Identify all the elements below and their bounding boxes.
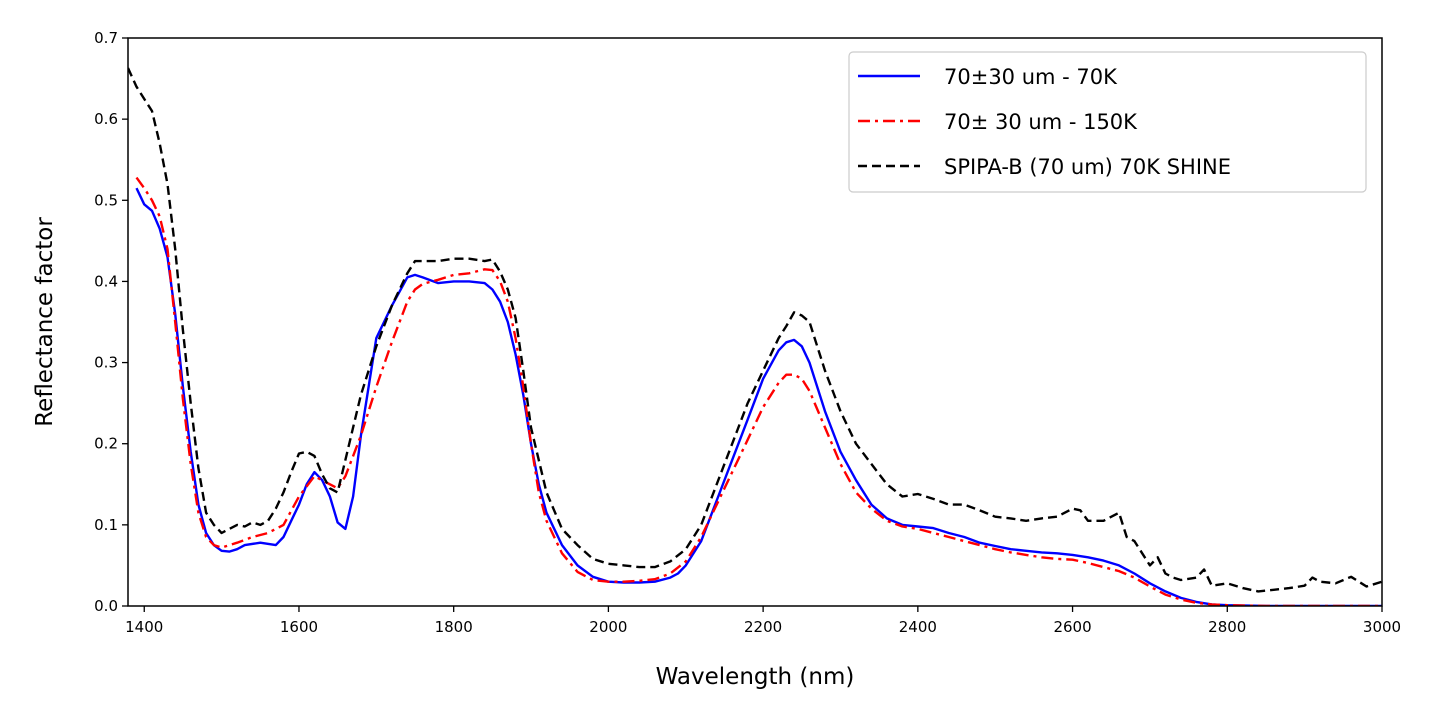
y-tick-label: 0.6: [94, 110, 118, 128]
x-tick-label: 1600: [280, 618, 318, 636]
x-tick-label: 1800: [435, 618, 473, 636]
series-line-1: [135, 187, 1382, 606]
x-tick-label: 3000: [1363, 618, 1401, 636]
legend-label-2: 70± 30 um - 150K: [944, 110, 1138, 134]
x-tick-label: 2600: [1053, 618, 1091, 636]
y-axis-label: Reflectance factor: [32, 217, 58, 427]
y-tick-label: 0.7: [94, 29, 118, 47]
legend-label-3: SPIPA-B (70 um) 70K SHINE: [944, 155, 1231, 179]
y-tick-label: 0.0: [94, 597, 118, 615]
legend: 70±30 um - 70K 70± 30 um - 150K SPIPA-B (7…: [848, 51, 1367, 193]
plot-frame: [127, 37, 1383, 607]
x-tick-label: 2200: [744, 618, 782, 636]
x-tick-label: 2400: [899, 618, 937, 636]
y-tick-label: 0.5: [94, 191, 118, 209]
x-tick-label: 1400: [125, 618, 163, 636]
series-line-3: [128, 67, 1382, 593]
series-lines: [128, 67, 1382, 606]
x-axis-label: Wavelength (nm): [656, 664, 855, 690]
y-tick-label: 0.2: [94, 435, 118, 453]
x-tick-label: 2800: [1208, 618, 1246, 636]
x-axis-ticks: 1400 1600 1800 2000 2200 2400 2600 2800 3000: [125, 606, 1401, 636]
y-tick-label: 0.4: [94, 272, 118, 290]
y-tick-label: 0.1: [94, 516, 118, 534]
x-tick-label: 2000: [589, 618, 627, 636]
legend-label-1: 70±30 um - 70K: [944, 65, 1118, 89]
y-tick-label: 0.3: [94, 354, 118, 372]
legend-box: [848, 51, 1367, 193]
y-axis-ticks: 0.0 0.1 0.2 0.3 0.4 0.5 0.6 0.7: [94, 29, 128, 615]
